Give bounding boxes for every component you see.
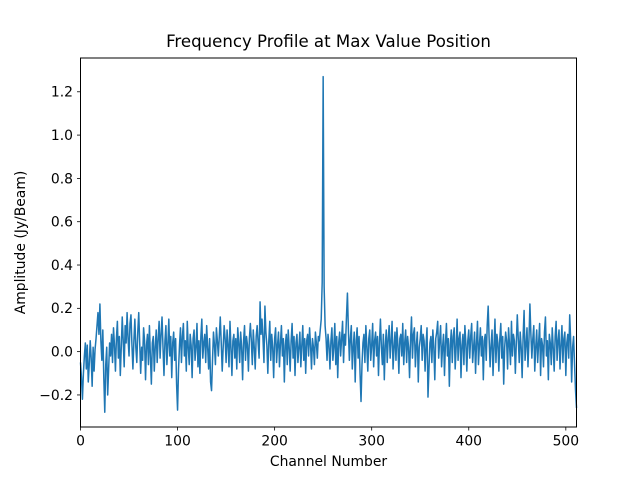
y-tick-label: 0.6 <box>51 215 73 231</box>
y-tick-label: 0.0 <box>51 345 73 361</box>
data-line-series <box>79 75 578 414</box>
x-tick-label: 400 <box>456 434 483 450</box>
y-tick-label: 1.2 <box>51 85 73 101</box>
x-tick-label: 100 <box>164 434 191 450</box>
x-axis-ticks: 0 100 200 300 400 500 <box>76 427 579 450</box>
x-tick-label: 300 <box>358 434 385 450</box>
x-tick-label: 0 <box>76 434 85 450</box>
y-axis-label: Amplitude (Jy/Beam) <box>13 171 29 315</box>
y-axis-ticks: −0.2 0.0 0.2 0.4 0.6 0.8 1.0 1.2 <box>39 85 81 404</box>
y-tick-label: −0.2 <box>39 388 73 404</box>
x-tick-label: 200 <box>261 434 288 450</box>
chart-title: Frequency Profile at Max Value Position <box>166 32 491 51</box>
x-tick-label: 500 <box>553 434 580 450</box>
plot-area <box>80 58 577 427</box>
y-tick-label: 1.0 <box>51 128 73 144</box>
y-tick-label: 0.8 <box>51 171 73 187</box>
y-tick-label: 0.2 <box>51 301 73 317</box>
axes-spines <box>80 57 577 428</box>
y-tick-label: 0.4 <box>51 258 73 274</box>
x-axis-label: Channel Number <box>270 454 388 470</box>
